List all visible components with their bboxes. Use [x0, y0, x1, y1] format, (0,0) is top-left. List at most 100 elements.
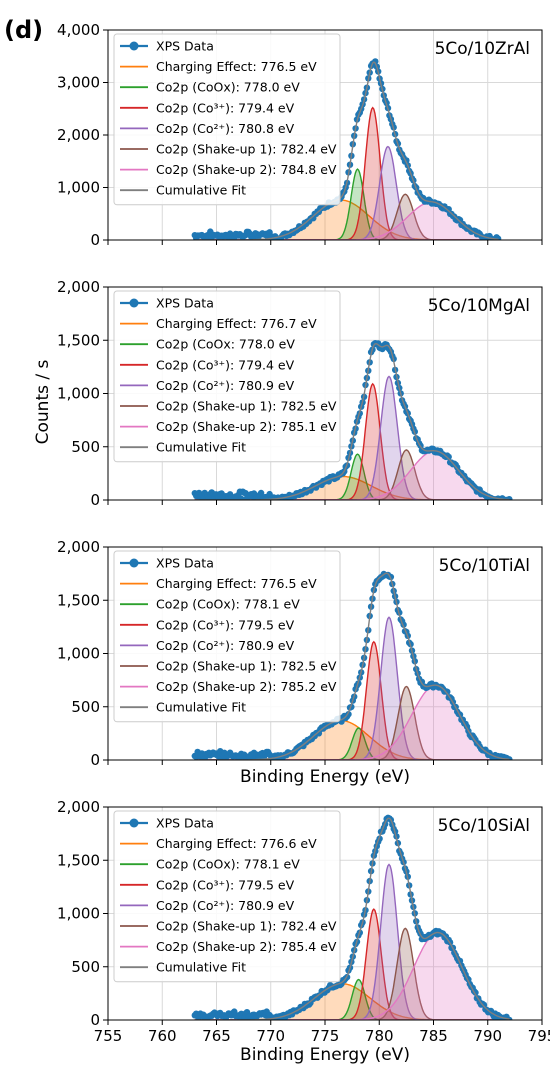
y-tick-label: 1,000: [57, 179, 100, 197]
y-tick-label: 1,500: [57, 331, 100, 349]
component-line-cooox: [194, 453, 510, 500]
legend-entry: Co2p (Shake-up 1): 782.4 eV: [156, 919, 337, 934]
panel-label: 5Co/10MgAl: [428, 296, 530, 316]
legend: XPS Data Charging Effect: 776.7 eV Co2p (C…: [113, 290, 341, 463]
y-tick-label: 2,000: [57, 278, 100, 296]
legend-entry: Cumulative Fit: [156, 183, 246, 198]
y-tick-label: 2,000: [57, 538, 100, 556]
panel-3: 0 500 1,000 1,500 2,000 5Co/10TiAl XPS Data Cha…: [57, 538, 543, 787]
legend-entry: Co2p (Co²⁺): 780.9 eV: [156, 638, 295, 653]
y-tick-label: 500: [71, 958, 100, 976]
legend-entry: Co2p (Shake-up 1): 782.5 eV: [156, 659, 337, 674]
plot-area: [191, 814, 513, 1020]
legend-entry: Cumulative Fit: [156, 440, 246, 455]
legend-marker: [129, 298, 139, 308]
legend-entry: Co2p (CoOx): 778.0 eV: [156, 80, 300, 95]
component-fill-shake2: [194, 451, 510, 500]
panel-label: 5Co/10SiAl: [438, 816, 530, 836]
x-tick-label: 770: [256, 1027, 285, 1045]
y-tick-label: 500: [71, 438, 100, 456]
legend-entry: Co2p (CoOx): 778.1 eV: [156, 597, 300, 612]
axes-frame: [107, 286, 543, 501]
panel-2: 0 500 1,000 1,500 2,000 5Co/10MgAl XPS Data Cha…: [57, 278, 543, 509]
legend-entry: XPS Data: [156, 39, 214, 54]
legend-entry: Cumulative Fit: [156, 700, 246, 715]
legend: XPS Data Charging Effect: 776.5 eV Co2p (C…: [113, 33, 341, 206]
x-tick-label: 765: [202, 1027, 231, 1045]
x-tick-label: 755: [94, 1027, 123, 1045]
x-tick-label: 785: [419, 1027, 448, 1045]
component-fill-cooox: [194, 728, 510, 760]
legend-entry: Co2p (Shake-up 2): 784.8 eV: [156, 162, 337, 177]
legend-entry: Co2p (Shake-up 2): 785.2 eV: [156, 679, 337, 694]
component-fill-shake2: [194, 685, 510, 760]
y-tick-label: 1,500: [57, 851, 100, 869]
data-point: [444, 688, 451, 695]
y-axis-label: Counts / s: [33, 359, 53, 444]
legend-marker: [129, 818, 139, 828]
panel-1: 0 1,000 2,000 3,000 4,000 5Co/10ZrAl XPS Data C…: [57, 21, 543, 249]
legend-entry: Co2p (CoOx: 778.0 eV: [156, 337, 295, 352]
legend-entry: XPS Data: [156, 816, 214, 831]
legend-marker: [129, 41, 139, 51]
legend-entry: Co2p (Co³⁺): 779.5 eV: [156, 877, 295, 892]
plot-area: [191, 58, 502, 240]
legend-box: [113, 550, 341, 723]
legend-entry: Charging Effect: 776.6 eV: [156, 836, 317, 851]
legend-entry: Charging Effect: 776.5 eV: [156, 59, 317, 74]
y-tick-label: 2,000: [57, 126, 100, 144]
component-fill-cooox: [194, 979, 510, 1020]
legend-entry: Cumulative Fit: [156, 960, 246, 975]
x-tick-label: 775: [311, 1027, 340, 1045]
panel-label: 5Co/10TiAl: [439, 556, 530, 576]
legend-box: [113, 810, 341, 983]
component-line-co3: [194, 382, 510, 500]
legend: XPS Data Charging Effect: 776.5 eV Co2p (C…: [113, 550, 341, 723]
panel-label: 5Co/10ZrAl: [435, 39, 530, 59]
y-tick-label: 1,500: [57, 591, 100, 609]
legend-entry: Co2p (Co²⁺): 780.8 eV: [156, 121, 295, 136]
x-tick-label: 790: [473, 1027, 502, 1045]
x-axis-label: Binding Energy (eV): [240, 1045, 410, 1065]
component-line-cooox: [194, 168, 499, 240]
component-line-co3: [194, 640, 510, 760]
y-tick-label: 0: [90, 231, 100, 249]
component-line-cooox: [194, 978, 510, 1020]
legend-entry: Co2p (Co³⁺): 779.4 eV: [156, 357, 295, 372]
component-line-co3: [194, 908, 510, 1020]
legend-entry: XPS Data: [156, 296, 214, 311]
legend-entry: Charging Effect: 776.7 eV: [156, 316, 317, 331]
y-tick-label: 500: [71, 698, 100, 716]
component-fill-cooox: [194, 169, 499, 240]
y-tick-label: 4,000: [57, 21, 100, 39]
legend-entry: Co2p (Co³⁺): 779.4 eV: [156, 100, 295, 115]
component-fill-charging: [194, 476, 510, 500]
component-line-cooox: [194, 727, 510, 760]
legend-entry: Co2p (Co³⁺): 779.5 eV: [156, 617, 295, 632]
component-fill-cooox: [194, 454, 510, 500]
legend-entry: Co2p (Shake-up 1): 782.4 eV: [156, 142, 337, 157]
plot-area: [191, 340, 513, 500]
legend-entry: Co2p (CoOx): 778.1 eV: [156, 857, 300, 872]
x-tick-label: 760: [148, 1027, 177, 1045]
y-tick-label: 1,000: [57, 645, 100, 663]
legend-entry: Co2p (Shake-up 2): 785.1 eV: [156, 419, 337, 434]
y-tick-label: 3,000: [57, 74, 100, 92]
legend-entry: Co2p (Shake-up 1): 782.5 eV: [156, 399, 337, 414]
legend: XPS Data Charging Effect: 776.6 eV Co2p (C…: [113, 810, 341, 983]
legend-box: [113, 33, 341, 206]
legend-marker: [129, 558, 139, 568]
legend-entry: XPS Data: [156, 556, 214, 571]
y-tick-label: 0: [90, 491, 100, 509]
axes-frame: [107, 806, 543, 1021]
x-tick-label: 795: [528, 1027, 550, 1045]
legend-entry: Co2p (Shake-up 2): 785.4 eV: [156, 939, 337, 954]
axes-frame: [107, 546, 543, 761]
data-point: [445, 453, 452, 461]
component-fill-charging: [194, 983, 510, 1020]
y-tick-label: 0: [90, 751, 100, 769]
figure-label: (d): [4, 16, 43, 44]
y-tick-label: 0: [90, 1011, 100, 1029]
